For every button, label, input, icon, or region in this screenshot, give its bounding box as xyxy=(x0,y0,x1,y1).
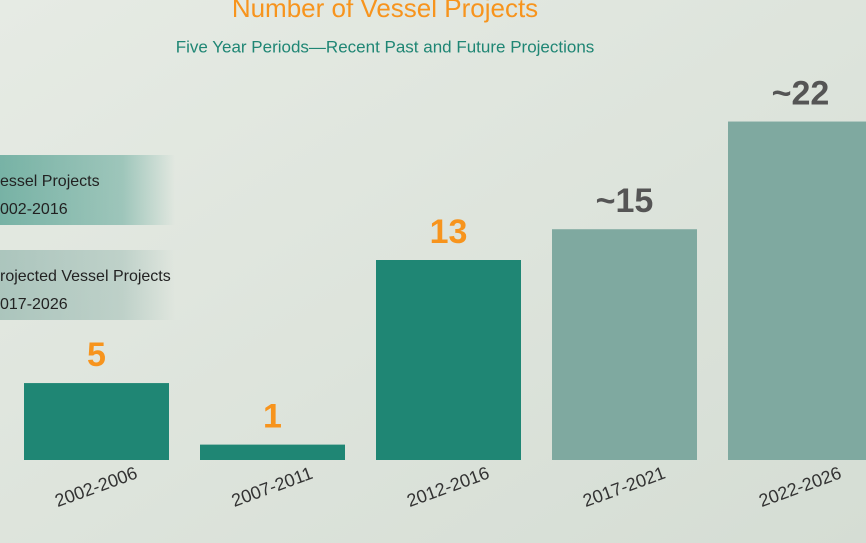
legend-label: 017-2026 xyxy=(0,296,68,313)
bar xyxy=(24,383,169,460)
chart-title: Number of Vessel Projects xyxy=(232,0,538,23)
legend-label: rojected Vessel Projects xyxy=(0,268,171,285)
bar xyxy=(728,121,866,461)
value-label: ~15 xyxy=(596,182,654,220)
value-label: 5 xyxy=(87,336,106,374)
bar xyxy=(552,229,697,460)
chart-subtitle: Five Year Periods—Recent Past and Future… xyxy=(176,37,595,56)
legend-swatch xyxy=(0,250,175,320)
legend-label: 002-2016 xyxy=(0,201,68,218)
value-label: ~22 xyxy=(772,75,830,113)
bar xyxy=(376,260,521,460)
legend-label: essel Projects xyxy=(0,173,100,190)
legend-swatch xyxy=(0,155,175,225)
bar xyxy=(200,444,345,460)
value-label: 1 xyxy=(263,398,282,436)
value-label: 13 xyxy=(430,213,468,251)
